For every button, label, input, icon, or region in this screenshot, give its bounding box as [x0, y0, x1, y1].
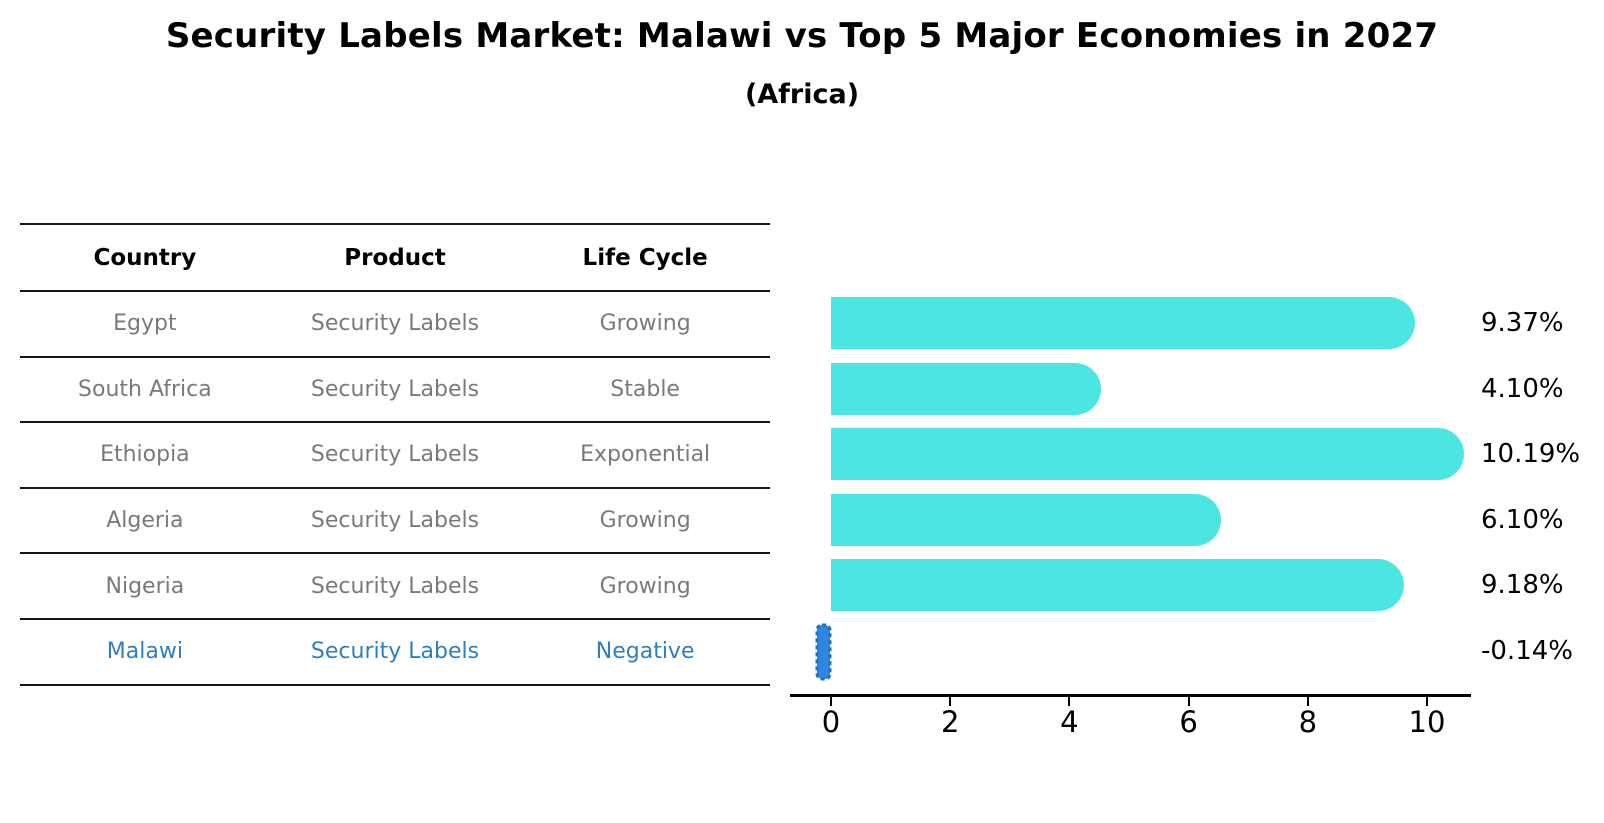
- country-cell: Malawi: [106, 639, 183, 665]
- life-cycle-cell: Growing: [599, 573, 691, 599]
- table-row: Ethiopia Security Labels Exponential: [20, 423, 770, 489]
- product-cell: Security Labels: [310, 573, 480, 599]
- bar-malawi-negative: [813, 622, 837, 686]
- x-axis-tick: [1426, 696, 1428, 706]
- country-table: Country Product Life Cycle Egypt Securit…: [20, 223, 770, 686]
- x-axis-tick-label: 2: [940, 705, 960, 739]
- product-cell: Security Labels: [310, 639, 480, 665]
- country-cell: Nigeria: [105, 573, 185, 599]
- column-header-country: Country: [93, 244, 197, 271]
- table-row: South Africa Security Labels Stable: [20, 358, 770, 424]
- value-label: 4.10%: [1481, 373, 1564, 404]
- value-label: -0.14%: [1481, 635, 1573, 666]
- x-axis-tick: [949, 696, 952, 706]
- table-row: Algeria Security Labels Growing: [20, 489, 770, 555]
- dashed-negative-bar-glyph: [815, 623, 832, 680]
- page-subtitle: (Africa): [744, 79, 860, 110]
- product-cell: Security Labels: [310, 508, 480, 534]
- value-label: 9.37%: [1481, 308, 1564, 338]
- value-label: 9.18%: [1481, 570, 1564, 600]
- bar-south-africa: [831, 362, 1102, 415]
- country-cell: Ethiopia: [100, 442, 190, 468]
- country-cell: Egypt: [113, 311, 177, 337]
- value-label: 6.10%: [1481, 504, 1564, 535]
- page-title: Security Labels Market: Malawi vs Top 5 …: [165, 16, 1439, 56]
- x-axis-tick: [1306, 696, 1309, 706]
- bar-egypt: [831, 297, 1416, 349]
- bar-nigeria: [831, 559, 1405, 611]
- country-cell: South Africa: [78, 376, 212, 402]
- x-axis-tick-label: 0: [821, 705, 841, 739]
- table-body: Egypt Security Labels Growing South Afri…: [20, 292, 770, 686]
- bar-algeria: [831, 493, 1221, 546]
- column-header-product: Product: [344, 244, 446, 271]
- life-cycle-cell: Growing: [599, 311, 691, 337]
- x-axis-tick-label: 8: [1298, 705, 1318, 739]
- x-axis-tick-label: 6: [1179, 705, 1198, 739]
- life-cycle-cell: Negative: [595, 639, 695, 665]
- x-axis-tick: [830, 696, 832, 706]
- country-cell: Algeria: [106, 508, 184, 534]
- x-axis-line: [790, 694, 1471, 697]
- life-cycle-cell: Growing: [599, 508, 691, 534]
- x-axis-tick-label: 10: [1408, 705, 1446, 739]
- column-header-life-cycle: Life Cycle: [582, 244, 708, 271]
- table-row: Egypt Security Labels Growing: [20, 292, 770, 358]
- product-cell: Security Labels: [310, 376, 480, 402]
- product-cell: Security Labels: [310, 442, 480, 468]
- x-axis-tick-label: 4: [1060, 705, 1079, 739]
- x-axis-tick: [1187, 696, 1190, 706]
- table-row: Malawi Security Labels Negative: [20, 620, 770, 686]
- product-cell: Security Labels: [310, 311, 480, 337]
- table-header-row: Country Product Life Cycle: [20, 223, 770, 292]
- bar-ethiopia: [831, 428, 1465, 480]
- life-cycle-cell: Exponential: [580, 442, 711, 468]
- life-cycle-cell: Stable: [610, 376, 680, 402]
- table-row: Nigeria Security Labels Growing: [20, 554, 770, 620]
- value-label: 10.19%: [1481, 439, 1581, 469]
- x-axis-tick: [1068, 696, 1071, 706]
